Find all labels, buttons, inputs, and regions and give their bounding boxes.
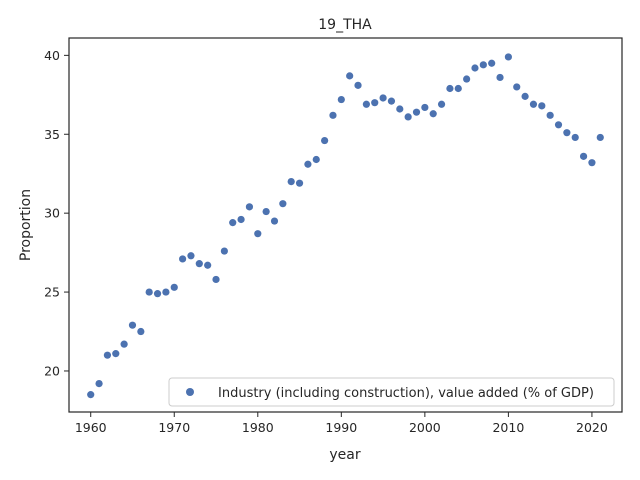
y-tick-label: 25 [44,285,60,300]
data-point [538,102,546,110]
legend-label: Industry (including construction), value… [218,386,594,401]
data-point [329,111,337,119]
data-point [463,75,471,83]
x-axis-label: year [329,447,360,463]
data-point [554,121,563,129]
legend: Industry (including construction), value… [168,377,615,407]
data-point [571,133,579,142]
x-tick-label: 2000 [409,420,441,435]
data-point [304,160,312,168]
data-point [412,108,421,116]
data-point [362,100,370,108]
data-point [295,179,304,187]
data-point [379,94,387,102]
data-point [387,97,396,105]
data-point [195,260,203,268]
x-axis-ticks: 1960 1970 1980 1990 2000 2010 2020 [75,412,608,435]
chart-title: 19_THA [318,17,372,33]
data-point [421,103,429,112]
data-point [137,327,145,336]
legend-marker [186,388,194,396]
x-tick-label: 2010 [492,420,524,435]
data-point [254,230,262,238]
data-point [204,261,212,269]
data-point [446,84,454,93]
y-tick-label: 30 [44,206,60,221]
data-point [588,159,596,167]
data-point [279,200,287,208]
data-point [212,275,220,284]
x-tick-label: 1990 [325,420,357,435]
y-axis-ticks: 20 25 30 35 40 [44,48,69,378]
y-tick-label: 20 [44,363,60,378]
data-point [145,288,153,296]
data-point [337,95,345,104]
data-point [488,59,496,67]
data-point [270,217,279,225]
data-point [354,81,362,89]
data-point [128,321,137,329]
x-tick-label: 2020 [576,420,608,435]
data-point [371,99,379,107]
data-point [220,247,228,255]
legend-box [168,377,615,407]
data-point [287,178,295,186]
data-point [437,100,446,108]
data-point [529,100,538,108]
data-point [513,83,521,91]
data-point [103,351,112,359]
data-point [95,379,103,388]
data-point [496,73,504,82]
data-point [454,84,462,93]
data-point [162,288,170,296]
data-point [187,252,195,260]
data-point [579,152,588,160]
data-point [471,64,479,72]
data-point [346,72,354,80]
y-tick-label: 35 [44,127,60,142]
data-point [563,129,571,137]
data-point [245,203,254,211]
data-point [479,61,487,69]
data-point [262,207,270,216]
data-point [321,136,329,145]
x-tick-label: 1960 [75,420,107,435]
data-point [229,219,237,227]
data-point [87,391,95,399]
data-point [546,111,554,119]
data-point [153,290,162,298]
data-point [596,133,604,142]
data-points [87,53,604,399]
data-point [170,283,178,291]
y-axis-label: Proportion [18,189,34,261]
plot-frame [68,37,623,413]
x-tick-label: 1970 [158,420,190,435]
data-point [396,105,404,113]
data-point [429,110,437,118]
y-tick-label: 40 [44,48,60,63]
data-point [237,215,245,224]
data-point [404,113,412,121]
data-point [179,255,187,263]
data-point [120,340,128,348]
data-point [312,155,320,164]
data-point [504,53,512,61]
data-point [521,92,529,100]
x-tick-label: 1980 [242,420,274,435]
data-point [112,350,120,358]
